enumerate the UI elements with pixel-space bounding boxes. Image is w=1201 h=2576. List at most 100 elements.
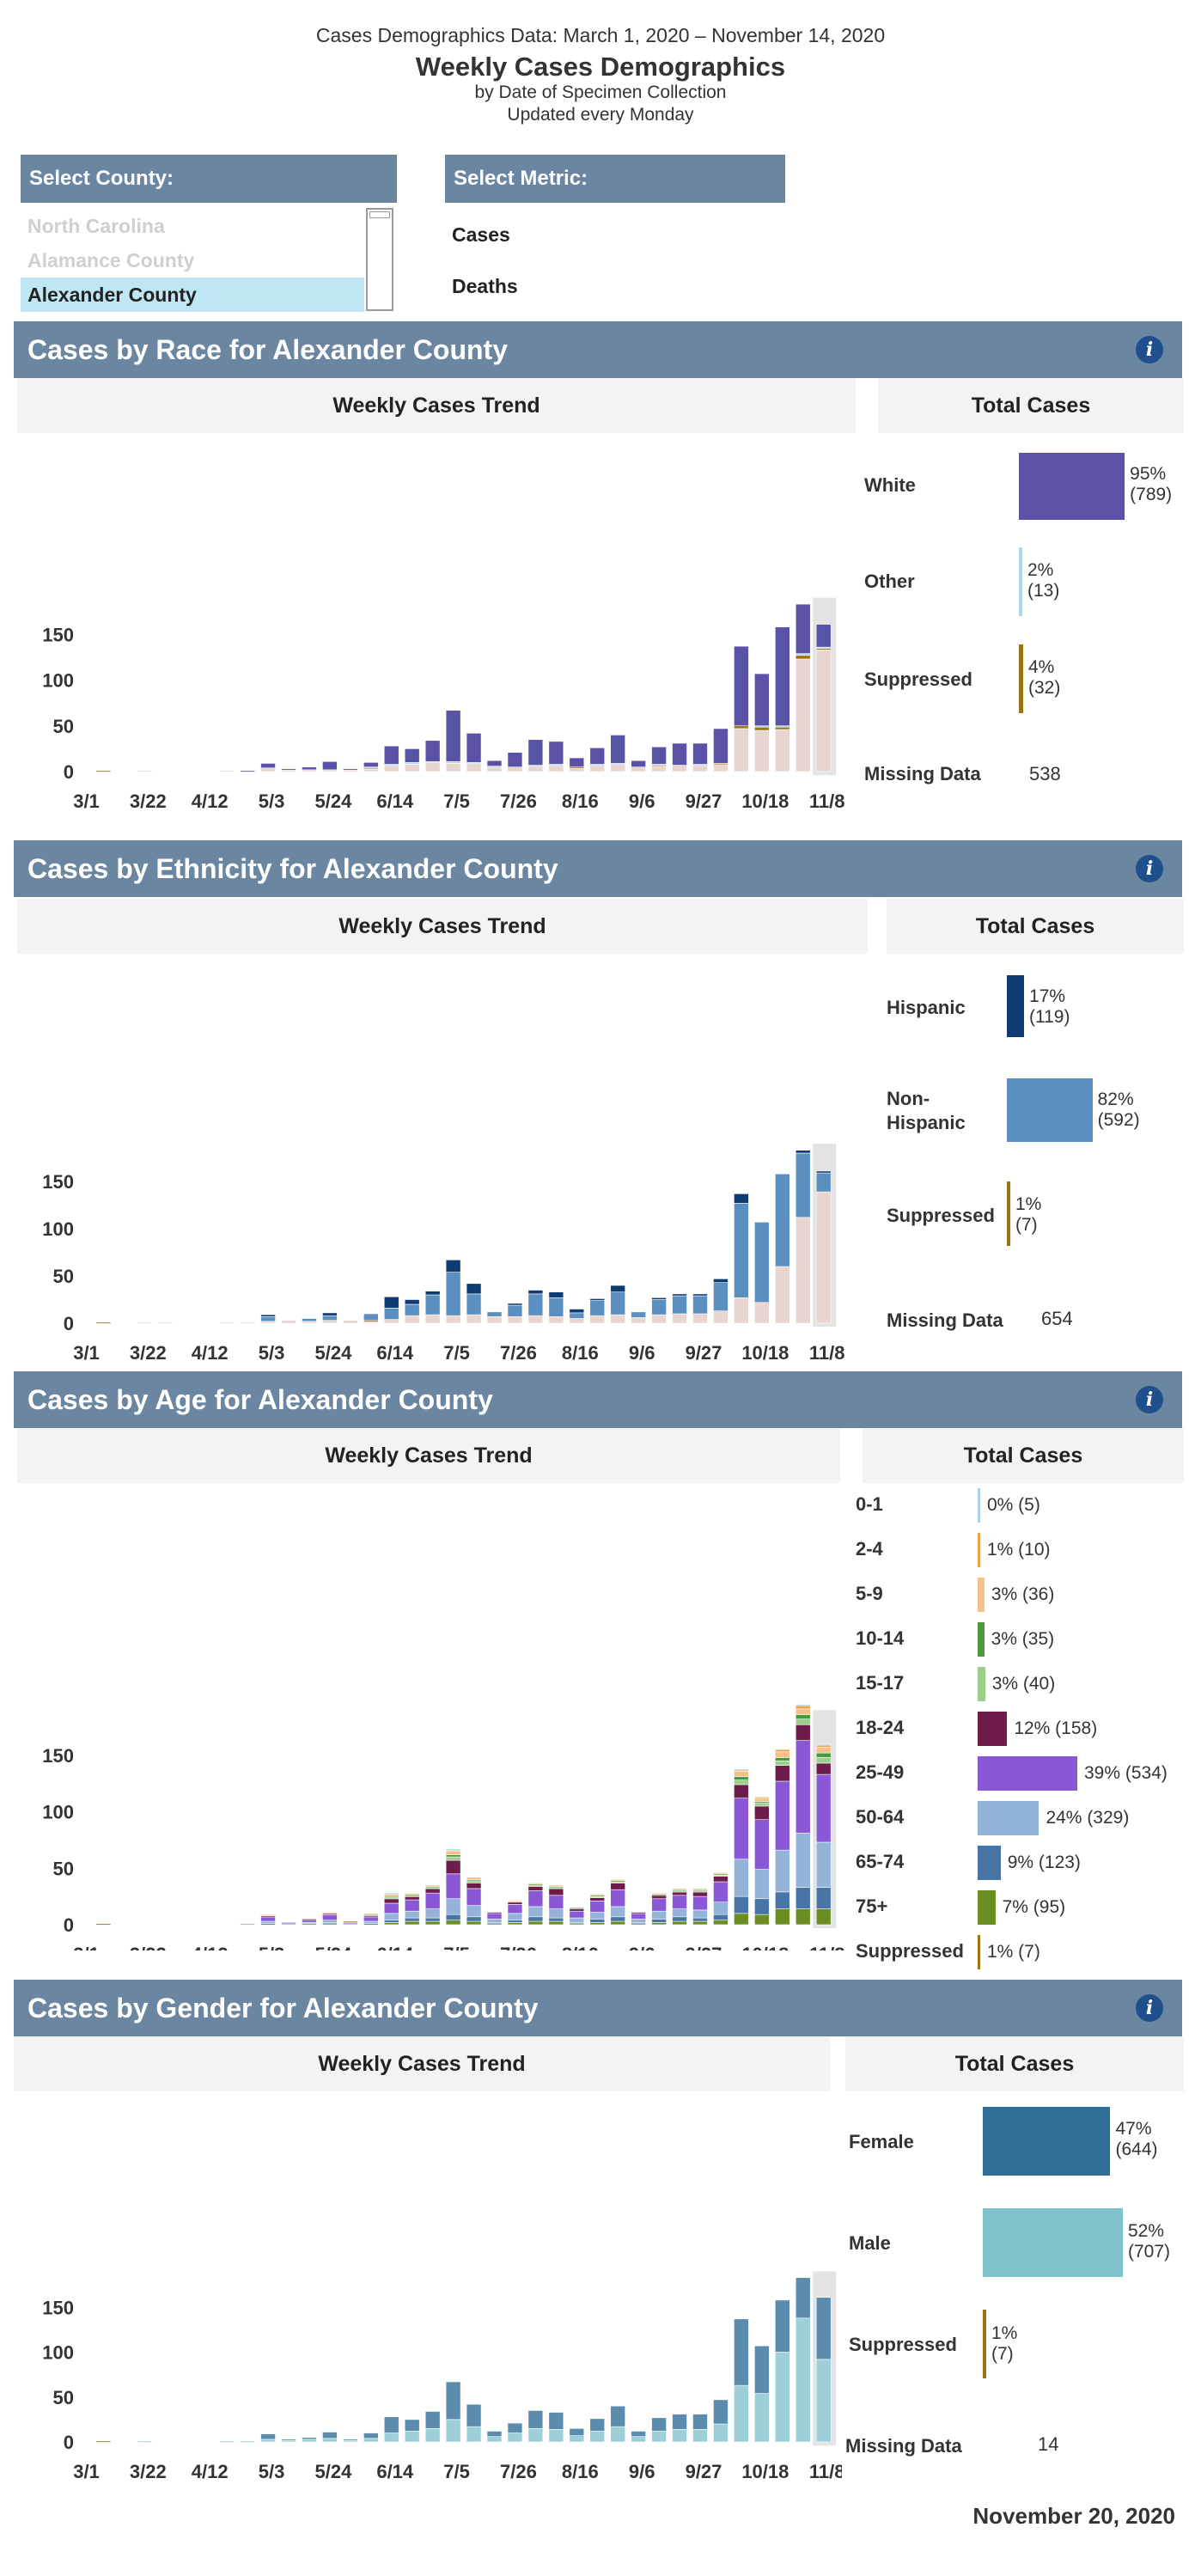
- bar-segment-missing-data[interactable]: [302, 769, 317, 772]
- bar-segment-5-9[interactable]: [404, 1892, 420, 1895]
- bar-segment-65-74[interactable]: [507, 1920, 523, 1923]
- bar-segment-75-[interactable]: [507, 1922, 523, 1926]
- bar-segment-18-24[interactable]: [734, 1784, 749, 1799]
- bar-segment-75-[interactable]: [383, 1922, 399, 1926]
- ethnicity-info-icon[interactable]: i: [1136, 855, 1163, 882]
- bar-segment-65-74[interactable]: [754, 1898, 770, 1915]
- bar-segment-5-9[interactable]: [651, 1892, 667, 1895]
- bar-segment-male[interactable]: [445, 2419, 461, 2443]
- bar-segment-male[interactable]: [815, 2359, 832, 2443]
- bar-segment-male[interactable]: [363, 2438, 379, 2443]
- bar-segment-25-49[interactable]: [754, 1819, 770, 1870]
- bar-segment-white[interactable]: [240, 770, 255, 772]
- bar-segment-non-hispanic[interactable]: [713, 1282, 729, 1312]
- bar-segment-male[interactable]: [137, 2440, 153, 2443]
- bar-segment-5-9[interactable]: [548, 1884, 564, 1887]
- bar-segment-male[interactable]: [734, 2384, 749, 2443]
- bar-segment-female[interactable]: [363, 2433, 379, 2439]
- bar-segment-male[interactable]: [383, 2433, 399, 2443]
- bar-segment-5-9[interactable]: [507, 1901, 523, 1903]
- bar-segment-white[interactable]: [713, 728, 729, 764]
- bar-segment-10-14[interactable]: [795, 1714, 811, 1719]
- bar-segment-25-49[interactable]: [631, 1913, 646, 1920]
- bar-segment-18-24[interactable]: [302, 1919, 317, 1921]
- bar-segment-missing-data[interactable]: [548, 1315, 564, 1324]
- bar-segment-65-74[interactable]: [692, 1917, 708, 1922]
- bar-segment-25-49[interactable]: [651, 1898, 667, 1912]
- bar-segment-male[interactable]: [322, 2438, 338, 2443]
- bar-segment-65-74[interactable]: [383, 1920, 399, 1923]
- county-list-scroll-thumb[interactable]: [369, 211, 390, 218]
- bar-segment-50-64[interactable]: [734, 1859, 749, 1897]
- bar-segment-missing-data[interactable]: [589, 1315, 606, 1324]
- bar-segment-65-74[interactable]: [795, 1887, 811, 1909]
- bar-segment-75-[interactable]: [734, 1913, 749, 1926]
- bar-segment-75-[interactable]: [548, 1920, 564, 1926]
- gender-info-icon[interactable]: i: [1136, 1994, 1163, 2022]
- bar-segment-25-49[interactable]: [610, 1889, 626, 1908]
- bar-segment-15-17[interactable]: [445, 1856, 461, 1861]
- bar-segment-white[interactable]: [795, 603, 811, 654]
- bar-segment-missing-data[interactable]: [795, 658, 811, 772]
- bar-segment-non-hispanic[interactable]: [815, 1172, 832, 1193]
- bar-segment-white[interactable]: [383, 745, 399, 765]
- bar-segment-25-49[interactable]: [404, 1899, 420, 1912]
- bar-segment-0-1[interactable]: [815, 1743, 832, 1746]
- bar-segment-missing-data[interactable]: [754, 729, 770, 772]
- bar-segment-18-24[interactable]: [651, 1895, 667, 1900]
- county-option-alamance[interactable]: Alamance County: [27, 249, 195, 272]
- bar-segment-missing-data[interactable]: [651, 1314, 667, 1324]
- bar-segment-white[interactable]: [424, 740, 441, 762]
- bar-segment-female[interactable]: [507, 2422, 523, 2433]
- bar-segment-5-9[interactable]: [424, 1884, 441, 1887]
- age-info-icon[interactable]: i: [1136, 1386, 1163, 1413]
- bar-segment-male[interactable]: [466, 2426, 482, 2443]
- bar-segment-missing-data[interactable]: [137, 770, 153, 772]
- bar-segment-suppressed[interactable]: [95, 770, 112, 772]
- bar-segment-5-9[interactable]: [795, 1708, 811, 1715]
- bar-segment-5-9[interactable]: [774, 1751, 790, 1758]
- bar-segment-5-9[interactable]: [692, 1888, 708, 1890]
- bar-segment-male[interactable]: [527, 2428, 544, 2443]
- bar-segment-non-hispanic[interactable]: [322, 1315, 338, 1322]
- bar-segment-missing-data[interactable]: [815, 650, 832, 772]
- bar-segment-white[interactable]: [343, 768, 358, 771]
- bar-segment-hispanic[interactable]: [260, 1314, 276, 1317]
- bar-segment-missing-data[interactable]: [631, 1317, 646, 1324]
- bar-segment-missing-data[interactable]: [795, 1217, 811, 1324]
- bar-segment-non-hispanic[interactable]: [404, 1303, 420, 1316]
- bar-segment-25-49[interactable]: [589, 1901, 606, 1913]
- bar-segment-50-64[interactable]: [651, 1910, 667, 1920]
- bar-segment-missing-data[interactable]: [157, 1322, 174, 1324]
- bar-segment-50-64[interactable]: [445, 1898, 461, 1915]
- bar-segment-50-64[interactable]: [240, 1923, 255, 1926]
- bar-segment-missing-data[interactable]: [219, 1322, 235, 1324]
- bar-segment-non-hispanic[interactable]: [466, 1293, 482, 1315]
- bar-segment-50-64[interactable]: [383, 1913, 399, 1921]
- bar-segment-missing-data[interactable]: [445, 1315, 461, 1324]
- bar-segment-white[interactable]: [404, 748, 420, 763]
- bar-segment-non-hispanic[interactable]: [363, 1313, 379, 1321]
- bar-segment-0-1[interactable]: [795, 1704, 811, 1706]
- bar-segment-50-64[interactable]: [527, 1906, 544, 1918]
- bar-segment-missing-data[interactable]: [383, 1319, 399, 1324]
- bar-segment-25-49[interactable]: [734, 1798, 749, 1860]
- bar-segment-non-hispanic[interactable]: [795, 1152, 811, 1218]
- bar-segment-2-4[interactable]: [795, 1705, 811, 1710]
- bar-segment-white[interactable]: [548, 741, 564, 765]
- bar-segment-hispanic[interactable]: [322, 1312, 338, 1316]
- bar-segment-65-74[interactable]: [610, 1916, 626, 1922]
- bar-segment-white[interactable]: [815, 624, 832, 648]
- bar-segment-white[interactable]: [527, 739, 544, 766]
- bar-segment-18-24[interactable]: [466, 1883, 482, 1889]
- bar-segment-white[interactable]: [507, 752, 523, 767]
- bar-segment-non-hispanic[interactable]: [754, 1221, 770, 1303]
- bar-segment-5-9[interactable]: [466, 1877, 482, 1880]
- bar-segment-missing-data[interactable]: [281, 1320, 296, 1324]
- bar-segment-50-64[interactable]: [486, 1919, 503, 1923]
- bar-segment-2-4[interactable]: [774, 1749, 790, 1753]
- bar-segment-non-hispanic[interactable]: [302, 1318, 317, 1322]
- bar-segment-non-hispanic[interactable]: [589, 1300, 606, 1316]
- bar-segment-male[interactable]: [219, 2440, 235, 2443]
- bar-segment-15-17[interactable]: [774, 1761, 790, 1766]
